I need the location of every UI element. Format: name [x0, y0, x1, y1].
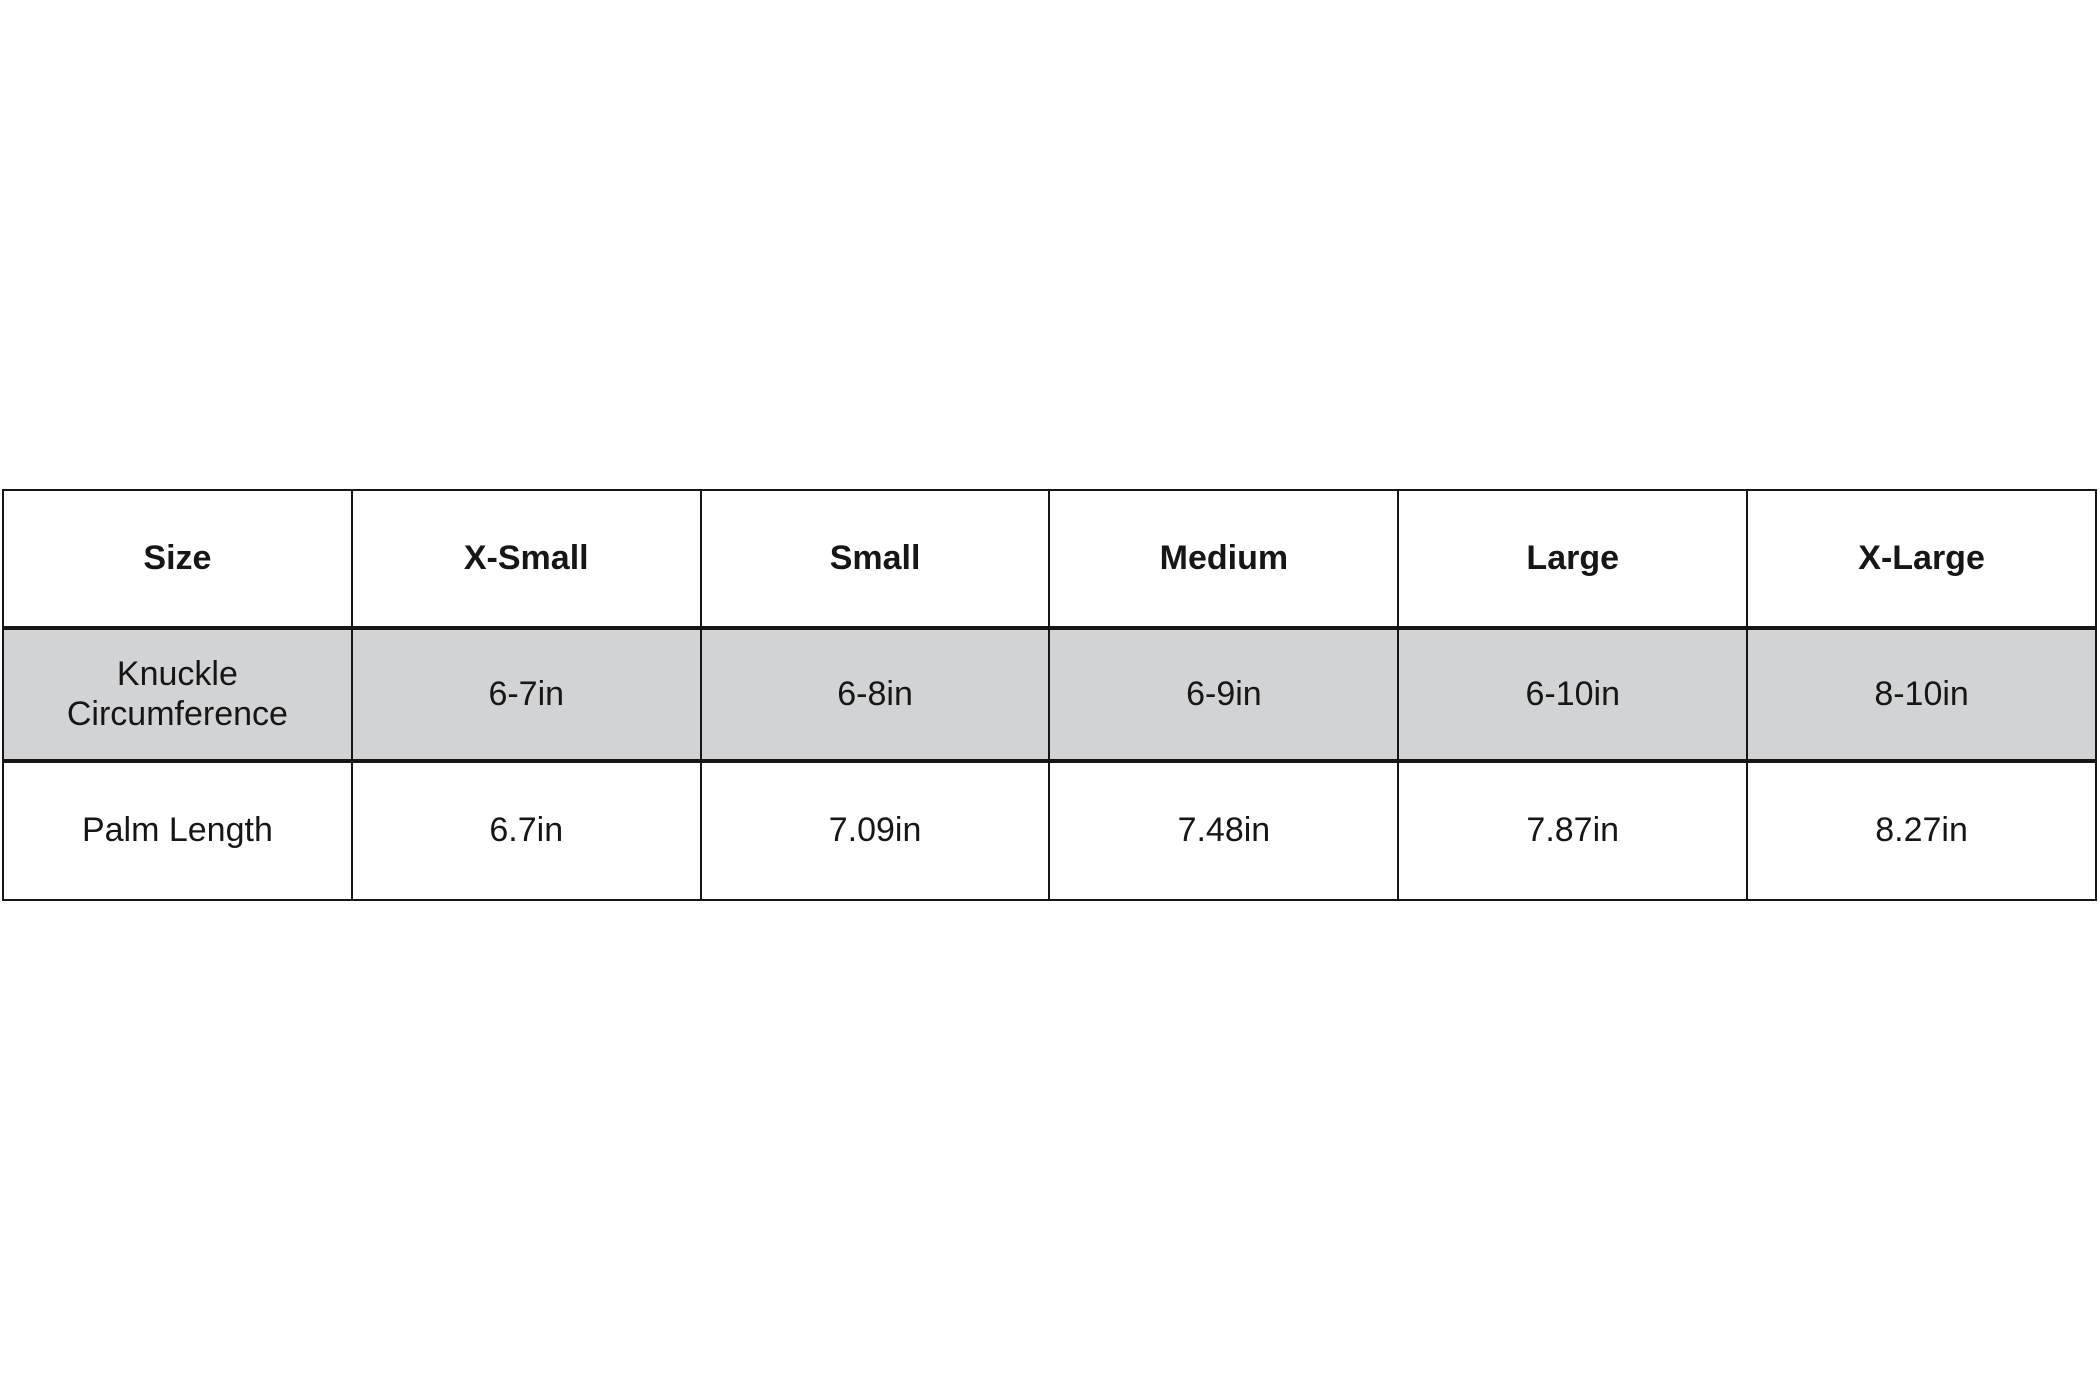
cell-palm-large: 7.87in	[1397, 760, 1749, 901]
cell-palm-small: 7.09in	[699, 760, 1051, 901]
row-label-palm-length: Palm Length	[2, 760, 353, 901]
cell-palm-x-large: 8.27in	[1746, 760, 2097, 901]
row-label-knuckle-circumference: Knuckle Circumference	[2, 626, 353, 763]
cell-palm-x-small: 6.7in	[350, 760, 702, 901]
column-header-x-large: X-Large	[1746, 489, 2097, 629]
cell-knuckle-large: 6-10in	[1397, 626, 1749, 763]
column-header-x-small: X-Small	[350, 489, 702, 629]
cell-palm-medium: 7.48in	[1048, 760, 1400, 901]
row-knuckle-circumference: Knuckle Circumference 6-7in 6-8in 6-9in …	[2, 626, 2097, 763]
cell-knuckle-small: 6-8in	[699, 626, 1051, 763]
column-header-large: Large	[1397, 489, 1749, 629]
cell-knuckle-x-large: 8-10in	[1746, 626, 2097, 763]
column-header-size: Size	[2, 489, 353, 629]
column-header-medium: Medium	[1048, 489, 1400, 629]
cell-knuckle-medium: 6-9in	[1048, 626, 1400, 763]
size-chart-container: Size X-Small Small Medium Large X-Large …	[2, 489, 2097, 901]
header-row: Size X-Small Small Medium Large X-Large	[2, 489, 2097, 629]
cell-knuckle-x-small: 6-7in	[350, 626, 702, 763]
row-palm-length: Palm Length 6.7in 7.09in 7.48in 7.87in 8…	[2, 760, 2097, 901]
size-chart-table: Size X-Small Small Medium Large X-Large …	[2, 489, 2097, 901]
column-header-small: Small	[699, 489, 1051, 629]
